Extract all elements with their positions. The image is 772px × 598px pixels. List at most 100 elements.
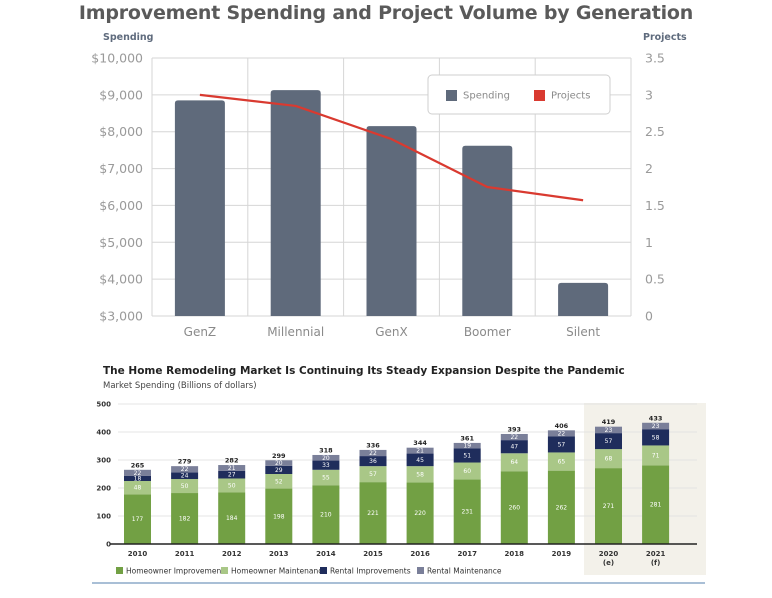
stacked-segment-homeowner-improvements	[642, 465, 670, 544]
y-tick-label: 500	[96, 401, 111, 409]
total-value-label: 393	[508, 425, 522, 433]
right-tick-label: 1.5	[645, 198, 665, 213]
segment-value-label: 198	[273, 513, 285, 520]
stacked-segment-rental-improvements	[312, 460, 340, 470]
right-tick-label: 1	[645, 235, 653, 250]
x-tick-label: 2010	[128, 550, 148, 558]
segment-value-label: 50	[228, 482, 236, 489]
stacked-segment-homeowner-improvements	[595, 468, 622, 544]
stacked-segment-rental-improvements	[218, 470, 246, 479]
y-tick-label: 300	[96, 457, 111, 465]
segment-value-label: 22	[181, 466, 189, 473]
right-tick-label: 3	[645, 87, 653, 102]
bottom-chart-bars: 1774818222651825024222791845027212821985…	[124, 414, 670, 544]
stacked-segment-homeowner-improvements	[359, 482, 387, 544]
stacked-segment-homeowner-maintenance	[500, 453, 528, 472]
y-tick-label: 200	[96, 485, 111, 493]
top-chart: $3,000 $4,000 $5,000 $6,000 $7,000 $8,000 $9,0…	[91, 32, 687, 340]
top-chart-title: Improvement Spending and Project Volume …	[78, 2, 694, 24]
x-tick-label: 2018	[505, 550, 525, 558]
stacked-segment-homeowner-improvements	[124, 494, 151, 544]
legend-swatch-homeowner-improvements	[116, 567, 123, 574]
segment-value-label: 27	[228, 472, 236, 479]
segment-value-label: 60	[463, 468, 471, 475]
stacked-segment-rental-improvements	[595, 433, 622, 450]
left-tick-label: $3,000	[99, 309, 143, 324]
stacked-segment-homeowner-maintenance	[218, 478, 246, 493]
bottom-chart-subtitle: Market Spending (Billions of dollars)	[103, 381, 257, 391]
total-value-label: 336	[366, 441, 380, 449]
x-tick-label: 2011	[175, 550, 195, 558]
segment-value-label: 19	[463, 443, 471, 450]
top-chart-axes: $3,000 $4,000 $5,000 $6,000 $7,000 $8,000 $9,0…	[91, 51, 665, 340]
left-tick-label: $8,000	[99, 124, 143, 139]
spending-bar	[270, 90, 321, 317]
top-chart-legend: Spending Projects	[427, 74, 611, 115]
segment-value-label: 51	[463, 452, 471, 459]
legend-label-rental-improvements: Rental Improvements	[330, 567, 411, 576]
segment-value-label: 33	[322, 462, 330, 469]
legend-swatch-rental-improvements	[320, 567, 327, 574]
spending-bar	[558, 282, 609, 316]
total-value-label: 265	[131, 461, 145, 469]
total-value-label: 361	[460, 434, 474, 442]
stacked-segment-homeowner-improvements	[547, 470, 575, 544]
stacked-segment-rental-maintenance	[547, 430, 575, 437]
total-value-label: 279	[178, 458, 192, 466]
stacked-segment-homeowner-maintenance	[265, 474, 293, 489]
total-value-label: 344	[413, 439, 427, 447]
stacked-segment-rental-maintenance	[453, 442, 481, 449]
stacked-segment-homeowner-improvements	[265, 488, 293, 544]
x-tick-note: (f)	[651, 559, 660, 567]
legend-label-projects: Projects	[551, 91, 590, 102]
segment-value-label: 23	[605, 427, 613, 434]
category-label: GenX	[375, 325, 408, 339]
top-chart-projects-line	[199, 93, 584, 202]
legend-swatch-projects	[534, 90, 545, 101]
segment-value-label: 29	[275, 467, 283, 474]
stacked-segment-rental-improvements	[500, 440, 528, 454]
segment-value-label: 221	[367, 510, 379, 517]
segment-value-label: 57	[558, 441, 566, 448]
segment-value-label: 210	[320, 512, 332, 519]
stacked-segment-rental-maintenance	[218, 465, 246, 471]
right-tick-label: 3.5	[645, 51, 665, 66]
stacked-segment-homeowner-maintenance	[171, 479, 199, 494]
legend-label-spending: Spending	[463, 91, 510, 102]
legend-swatch-spending	[446, 90, 457, 101]
stacked-segment-rental-maintenance	[265, 460, 293, 466]
stacked-segment-homeowner-maintenance	[453, 462, 481, 480]
segment-value-label: 231	[461, 509, 473, 516]
stacked-segment-rental-improvements	[642, 429, 670, 446]
left-tick-label: $7,000	[99, 161, 143, 176]
segment-value-label: 68	[605, 456, 613, 463]
segment-value-label: 23	[652, 423, 660, 430]
stacked-segment-homeowner-improvements	[406, 482, 434, 544]
y-tick-label: 100	[96, 513, 111, 521]
segment-value-label: 52	[275, 478, 283, 485]
bottom-chart-title: The Home Remodeling Market Is Continuing…	[103, 365, 625, 377]
segment-value-label: 36	[369, 458, 377, 465]
x-tick-note: (e)	[603, 559, 614, 567]
stacked-segment-rental-improvements	[406, 453, 434, 467]
x-tick-label: 2013	[269, 550, 289, 558]
legend-swatch-rental-maintenance	[417, 567, 424, 574]
stacked-segment-rental-maintenance	[312, 454, 340, 461]
right-tick-label: 2	[645, 161, 653, 176]
segment-value-label: 220	[414, 510, 426, 517]
stacked-segment-rental-improvements	[359, 456, 387, 467]
total-value-label: 282	[225, 457, 239, 465]
stacked-segment-rental-improvements	[171, 472, 199, 480]
stacked-segment-rental-improvements	[124, 475, 151, 481]
total-value-label: 318	[319, 446, 333, 454]
stacked-segment-homeowner-maintenance	[595, 449, 622, 469]
spending-bar	[366, 126, 417, 316]
stacked-segment-rental-maintenance	[359, 449, 387, 457]
total-value-label: 299	[272, 452, 286, 460]
segment-value-label: 184	[226, 515, 238, 522]
stacked-segment-homeowner-maintenance	[406, 466, 434, 483]
segment-value-label: 48	[134, 485, 142, 492]
segment-value-label: 18	[134, 475, 142, 482]
segment-value-label: 65	[558, 459, 566, 466]
left-tick-label: $4,000	[99, 272, 143, 287]
